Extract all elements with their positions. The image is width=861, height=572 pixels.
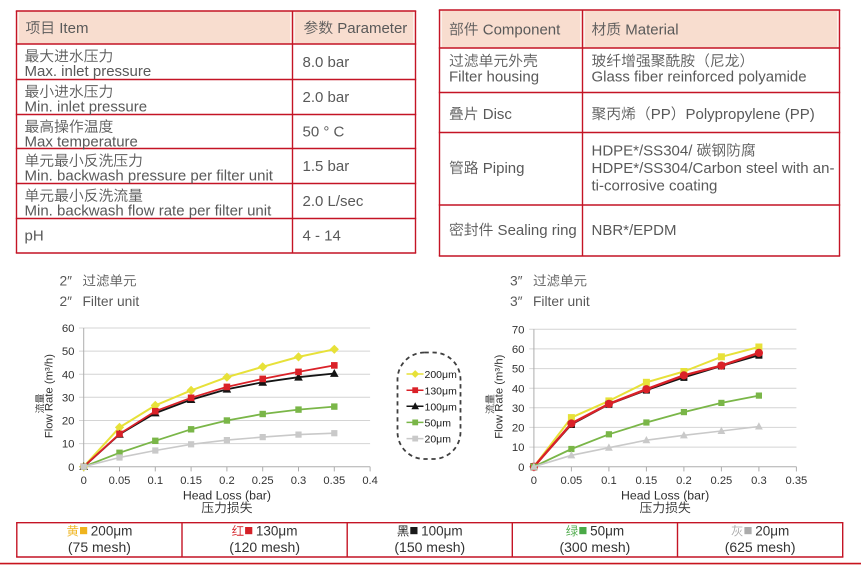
svg-text:2″: 2″ — [60, 294, 73, 309]
svg-text:Polypropylene (PP): Polypropylene (PP) — [686, 106, 815, 123]
svg-text:Filter housing: Filter housing — [449, 69, 539, 86]
svg-text:Min. backwash pressure per fil: Min. backwash pressure per filter unit — [25, 168, 274, 185]
svg-text:30: 30 — [512, 403, 525, 415]
svg-text:0.3: 0.3 — [751, 475, 767, 487]
svg-text:Disc: Disc — [479, 106, 513, 123]
svg-text:0.35: 0.35 — [786, 475, 808, 487]
svg-text:200μm: 200μm — [91, 524, 133, 539]
svg-text:pH: pH — [25, 228, 44, 245]
svg-text:0: 0 — [81, 475, 87, 487]
svg-text:Min. backwash flow rate per fi: Min. backwash flow rate per filter unit — [25, 203, 273, 220]
svg-text:100μm: 100μm — [425, 401, 458, 413]
svg-text:0.15: 0.15 — [180, 475, 202, 487]
svg-text:0.35: 0.35 — [323, 475, 345, 487]
svg-text:(120 mesh): (120 mesh) — [229, 539, 300, 555]
svg-text:2″: 2″ — [60, 274, 73, 289]
svg-text:3″: 3″ — [510, 274, 523, 289]
svg-text:60: 60 — [512, 344, 525, 356]
svg-text:20: 20 — [512, 423, 525, 435]
svg-text:30: 30 — [62, 392, 75, 404]
svg-text:(625 mesh): (625 mesh) — [725, 539, 796, 555]
svg-text:1.5 bar: 1.5 bar — [303, 158, 350, 175]
svg-text:0.25: 0.25 — [252, 475, 274, 487]
svg-text:Piping: Piping — [479, 160, 525, 177]
svg-text:PP: PP — [651, 106, 671, 123]
svg-text:3″: 3″ — [510, 294, 523, 309]
svg-text:0: 0 — [518, 462, 524, 474]
svg-text:0.05: 0.05 — [109, 475, 131, 487]
svg-text:0.15: 0.15 — [636, 475, 658, 487]
svg-text:0.05: 0.05 — [561, 475, 583, 487]
svg-text:40: 40 — [62, 369, 75, 381]
svg-text:50: 50 — [62, 346, 75, 358]
svg-text:Sealing ring: Sealing ring — [493, 222, 576, 239]
svg-text:Head Loss (bar): Head Loss (bar) — [621, 488, 709, 502]
svg-text:2.0 bar: 2.0 bar — [303, 89, 350, 106]
svg-text:40: 40 — [512, 383, 525, 395]
svg-text:2.0 L/sec: 2.0 L/sec — [303, 193, 364, 210]
svg-text:Head Loss (bar): Head Loss (bar) — [183, 488, 271, 502]
svg-text:20μm: 20μm — [425, 434, 452, 446]
svg-text:Material: Material — [621, 22, 679, 39]
svg-text:Min. inlet pressure: Min. inlet pressure — [25, 99, 148, 116]
svg-text:0.1: 0.1 — [601, 475, 617, 487]
svg-text:130μm: 130μm — [256, 524, 298, 539]
svg-text:50μm: 50μm — [425, 418, 452, 430]
svg-text:0.25: 0.25 — [711, 475, 733, 487]
svg-text:Flow Rate (m³/h): Flow Rate (m³/h) — [494, 354, 506, 438]
svg-text:NBR*/EPDM: NBR*/EPDM — [592, 222, 677, 239]
svg-text:70: 70 — [512, 324, 525, 336]
svg-text:0.2: 0.2 — [219, 475, 235, 487]
svg-text:Parameter: Parameter — [333, 20, 407, 37]
svg-text:200μm: 200μm — [425, 369, 458, 381]
svg-text:100μm: 100μm — [421, 524, 463, 539]
svg-text:Flow Rate (m³/h): Flow Rate (m³/h) — [43, 354, 55, 438]
svg-text:ti-corrosive coating: ti-corrosive coating — [592, 178, 718, 195]
svg-text:0: 0 — [68, 462, 74, 474]
svg-text:Glass fiber reinforced polyami: Glass fiber reinforced polyamide — [592, 69, 807, 86]
svg-text:Item: Item — [55, 20, 88, 37]
svg-text:20: 20 — [62, 416, 75, 428]
svg-text:50μm: 50μm — [590, 524, 624, 539]
svg-text:10: 10 — [512, 442, 525, 454]
svg-text:4 - 14: 4 - 14 — [303, 228, 341, 245]
svg-text:HDPE*/SS304/: HDPE*/SS304/ — [592, 143, 697, 160]
svg-text:8.0 bar: 8.0 bar — [303, 54, 350, 71]
svg-text:0.4: 0.4 — [362, 475, 378, 487]
svg-text:20μm: 20μm — [755, 524, 789, 539]
svg-text:(150 mesh): (150 mesh) — [394, 539, 465, 555]
svg-text:(75 mesh): (75 mesh) — [68, 539, 131, 555]
svg-text:0.1: 0.1 — [148, 475, 164, 487]
svg-text:Max temperature: Max temperature — [25, 134, 138, 151]
svg-text:HDPE*/SS304/Carbon steel with: HDPE*/SS304/Carbon steel with an- — [592, 160, 835, 177]
svg-text:0.2: 0.2 — [676, 475, 692, 487]
svg-text:(300 mesh): (300 mesh) — [559, 539, 630, 555]
svg-text:Component: Component — [479, 22, 562, 39]
svg-text:60: 60 — [62, 323, 75, 335]
svg-text:50 ° C: 50 ° C — [303, 124, 345, 141]
svg-text:0.3: 0.3 — [291, 475, 307, 487]
svg-text:50: 50 — [512, 364, 525, 376]
svg-text:Max. inlet pressure: Max. inlet pressure — [25, 63, 152, 80]
svg-text:Filter unit: Filter unit — [533, 294, 590, 309]
svg-text:10: 10 — [62, 439, 75, 451]
svg-text:130μm: 130μm — [425, 385, 458, 397]
svg-text:Filter unit: Filter unit — [83, 294, 140, 309]
svg-text:0: 0 — [531, 475, 537, 487]
